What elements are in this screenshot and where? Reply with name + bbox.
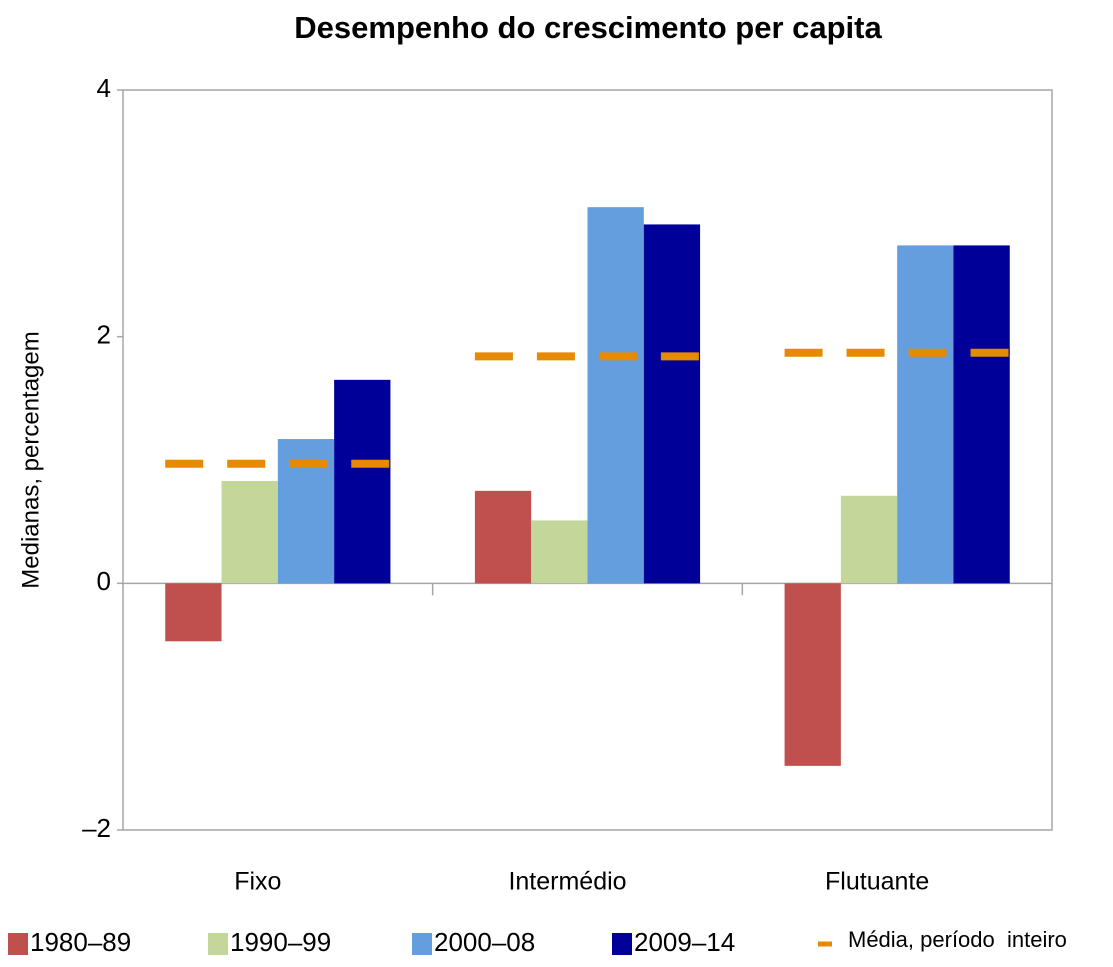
legend-label: 2000–08 — [434, 927, 535, 957]
bar — [531, 520, 588, 584]
bar — [165, 583, 222, 642]
bar — [784, 583, 841, 766]
bar — [897, 245, 954, 584]
legend-swatch — [412, 933, 432, 955]
bar — [587, 207, 644, 584]
x-tick-label: Intermédio — [508, 868, 626, 896]
legend-label: 1990–99 — [230, 927, 331, 957]
y-tick-label: 0 — [97, 566, 111, 596]
bar — [474, 490, 532, 584]
legend-swatch — [612, 933, 632, 955]
bar — [840, 495, 898, 584]
bar — [334, 379, 391, 584]
y-axis-label: Medianas, percentagem — [17, 331, 44, 588]
y-tick-label: 4 — [97, 73, 111, 103]
x-tick-label: Flutuante — [825, 868, 929, 896]
legend-label: 1980–89 — [30, 927, 131, 957]
y-tick-label: 2 — [97, 320, 111, 350]
y-tick-label: –2 — [82, 813, 111, 843]
bar — [953, 245, 1010, 584]
x-tick-label: Fixo — [234, 868, 281, 896]
bar — [221, 480, 278, 584]
bar — [643, 224, 701, 584]
legend-swatch — [8, 933, 28, 955]
plot-frame — [122, 89, 1053, 831]
chart-title: Desempenho do crescimento per capita — [294, 10, 882, 45]
legend-label: Média, período inteiro — [848, 927, 1067, 952]
legend-label: 2009–14 — [634, 927, 735, 957]
legend-swatch — [208, 933, 228, 955]
